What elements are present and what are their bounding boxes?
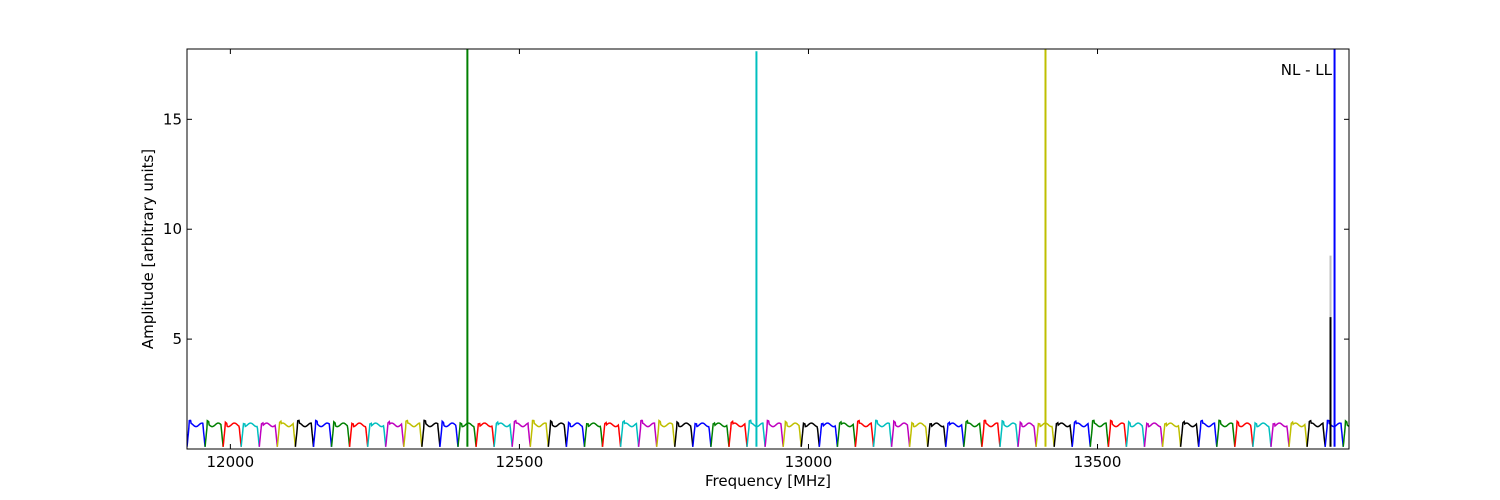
subband-line <box>963 419 983 447</box>
subband-line <box>601 421 622 447</box>
chart-annotation: NL - LL <box>1281 61 1333 79</box>
subband-line <box>926 422 947 447</box>
subband-line <box>294 419 315 447</box>
subband-line <box>475 422 495 447</box>
subband-line <box>547 419 568 447</box>
y-axis-label: Amplitude [arbitrary units] <box>139 149 157 349</box>
subband-line <box>692 422 712 447</box>
x-tick-label: 12500 <box>496 453 544 471</box>
spike-layer <box>466 49 1336 447</box>
subband-line <box>583 422 604 447</box>
subband-line <box>836 420 857 447</box>
subband-line <box>1197 419 1218 447</box>
subband-line <box>1053 421 1073 447</box>
subband-line <box>637 419 658 447</box>
subband-line <box>1017 420 1037 447</box>
x-tick-label: 12000 <box>206 453 254 471</box>
subband-line <box>312 419 333 447</box>
series-layer <box>187 419 1349 447</box>
subband-line <box>674 420 694 447</box>
subband-line <box>728 420 748 447</box>
y-tick-label: 5 <box>172 330 182 348</box>
subband-line <box>511 419 532 447</box>
subband-line <box>655 419 676 447</box>
subband-line <box>800 421 821 447</box>
subband-line <box>276 419 297 447</box>
subband-line <box>872 419 893 447</box>
subband-line <box>366 422 387 447</box>
subband-line <box>330 420 351 447</box>
y-tick-label: 15 <box>163 110 182 128</box>
subband-line <box>619 419 640 447</box>
y-tick-label: 10 <box>163 220 182 238</box>
x-tick-label: 13500 <box>1074 453 1122 471</box>
subband-line <box>818 422 839 447</box>
x-axis-label: Frequency [MHz] <box>705 472 831 490</box>
subband-line <box>890 419 911 447</box>
subband-line <box>710 421 730 447</box>
subband-line <box>782 420 802 447</box>
subband-line <box>1125 420 1146 447</box>
subband-line <box>1342 419 1349 447</box>
subband-line <box>258 421 279 447</box>
subband-line <box>908 421 929 447</box>
subband-line <box>1288 420 1308 447</box>
subband-line <box>1252 421 1272 447</box>
subband-line <box>999 419 1019 447</box>
subband-line <box>1161 422 1182 447</box>
subband-line <box>421 419 441 447</box>
subband-line <box>981 419 1001 447</box>
subband-line <box>439 419 459 447</box>
subband-line <box>529 419 550 447</box>
subband-line <box>1071 419 1092 447</box>
subband-line <box>187 419 206 447</box>
subband-line <box>945 421 965 447</box>
subband-line <box>1107 419 1128 447</box>
subband-line <box>764 419 784 447</box>
tick-layer: 12000 12500 13000 13500 5 10 15 <box>163 49 1349 471</box>
subband-line <box>403 419 423 447</box>
subband-line <box>1234 419 1254 447</box>
subband-line <box>1216 419 1236 447</box>
subband-line <box>384 420 405 447</box>
x-tick-label: 13000 <box>785 453 833 471</box>
subband-line <box>1179 420 1200 447</box>
subband-line <box>1089 419 1110 447</box>
subband-line <box>222 420 242 447</box>
subband-line <box>204 419 224 447</box>
subband-line <box>348 422 369 447</box>
subband-line <box>1143 421 1164 447</box>
subband-line <box>240 422 261 447</box>
subband-line <box>1306 419 1326 447</box>
subband-line <box>854 419 875 447</box>
subband-line <box>565 421 586 447</box>
subband-line <box>1270 422 1290 447</box>
subband-line <box>493 420 513 447</box>
plot-frame <box>186 48 1350 450</box>
